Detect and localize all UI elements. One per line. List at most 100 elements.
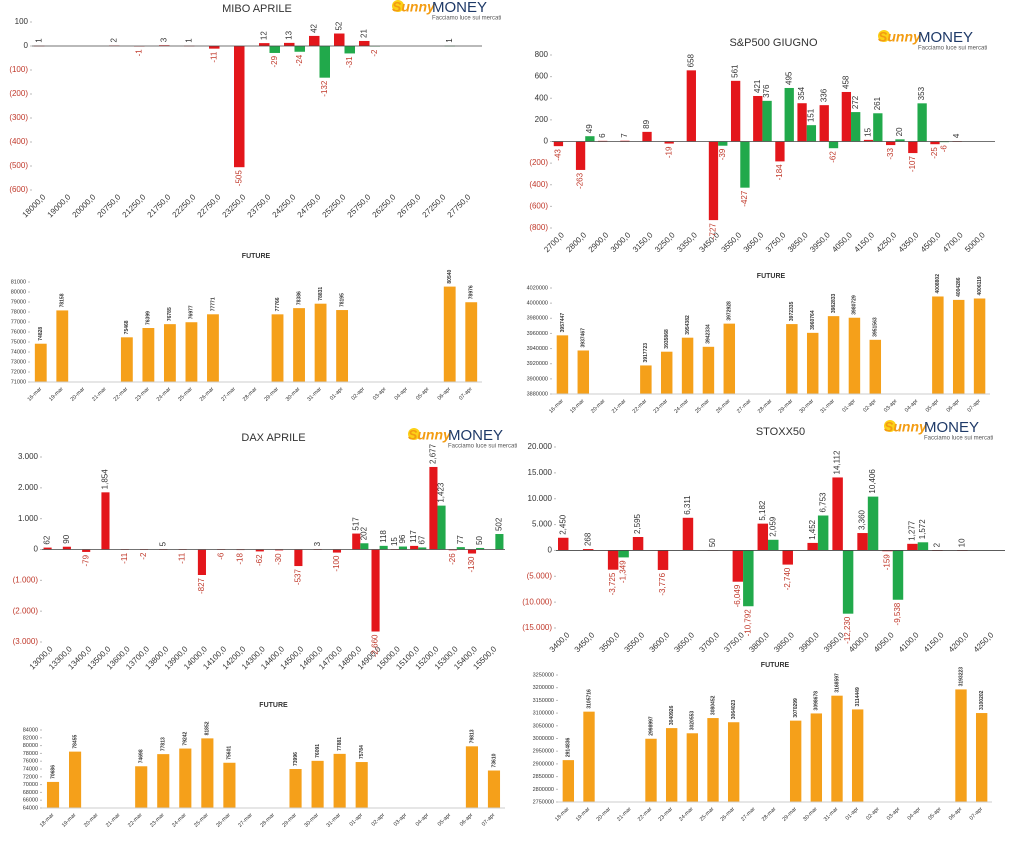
x-tick-label: 02-apr [351, 386, 367, 402]
y-tick-label: 72000 [23, 774, 38, 780]
x-tick-label: 24-mar [678, 806, 695, 823]
logo-brand: Sunny [884, 419, 928, 435]
bar [495, 534, 504, 550]
x-tick-label: 27750,0 [446, 192, 473, 219]
bar [892, 550, 904, 600]
x-tick-label: 25-mar [177, 386, 194, 403]
data-label: -537 [293, 569, 302, 586]
y-tick-label: 3200000 [533, 685, 554, 691]
y-tick-label: 3880000 [527, 391, 548, 397]
bar [163, 324, 176, 382]
bar [686, 733, 699, 802]
data-label: 1,277 [908, 520, 917, 541]
x-tick-label: 25-mar [193, 812, 210, 829]
y-tick-label: 80000 [11, 289, 26, 295]
x-tick-label: 24-mar [673, 398, 690, 415]
y-tick-label: 70000 [23, 782, 38, 788]
bar [975, 713, 988, 802]
x-tick-label: 26-mar [720, 806, 737, 823]
data-label: 42 [309, 23, 318, 32]
bar [562, 760, 575, 802]
bar [686, 70, 696, 142]
data-label: 74828 [38, 327, 44, 341]
y-tick-label: 3980000 [527, 316, 548, 322]
x-tick-label: 23750,0 [246, 192, 273, 219]
bar [757, 523, 769, 551]
bar [311, 760, 324, 808]
data-label: 421 [753, 79, 762, 93]
bar [62, 546, 71, 550]
bar [657, 550, 669, 570]
bar [618, 550, 629, 558]
x-tick-label: 3150,0 [631, 230, 655, 254]
bar [553, 141, 564, 147]
y-tick-label: 75000 [11, 339, 26, 345]
data-label: 76091 [315, 744, 321, 758]
data-label: 20 [895, 127, 904, 136]
data-label: 6 [598, 133, 607, 138]
data-label: -159 [883, 554, 892, 571]
x-tick-label: 3950,0 [808, 230, 832, 254]
x-tick-label: 19000,0 [46, 192, 73, 219]
x-tick-label: 24250,0 [271, 192, 298, 219]
y-tick-label: 5.000 [532, 520, 553, 529]
bar [702, 346, 715, 394]
bar [344, 46, 355, 54]
x-tick-label: 4250,0 [972, 630, 996, 654]
x-tick-label: 19-mar [61, 812, 78, 829]
x-tick-label: 21750,0 [146, 192, 173, 219]
bar [429, 466, 438, 550]
y-tick-label: (400) [529, 180, 548, 189]
y-tick-label: (100) [9, 65, 28, 74]
bar [831, 695, 843, 802]
logo-brand: Sunny [408, 427, 452, 443]
data-label: -24 [295, 54, 304, 66]
bar [352, 533, 361, 550]
data-label: -3,725 [608, 572, 617, 595]
x-tick-label: 3850,0 [786, 230, 810, 254]
bar [465, 302, 478, 382]
data-label: 77766 [275, 297, 281, 311]
y-tick-label: (200) [529, 158, 548, 167]
x-tick-label: 04-apr [394, 386, 410, 402]
bar [873, 113, 883, 142]
x-tick-label: 03-apr [393, 812, 409, 828]
data-label: 10,406 [868, 469, 877, 494]
data-label: -62 [829, 151, 838, 163]
y-tick-label: 0 [548, 546, 553, 555]
data-label: 2 [109, 38, 118, 43]
y-tick-label: 3920000 [527, 361, 548, 367]
x-tick-label: 06-apr [948, 806, 964, 822]
y-tick-label: 78000 [23, 751, 38, 757]
x-tick-label: 3900,0 [797, 630, 821, 654]
x-tick-label: 29-mar [281, 812, 298, 829]
bar [456, 547, 465, 550]
bar [234, 46, 245, 168]
bar [952, 299, 965, 394]
bar [448, 549, 457, 551]
y-tick-label: 74000 [11, 349, 26, 355]
y-tick-label: 81000 [11, 279, 26, 285]
data-label: 1,854 [101, 469, 110, 490]
x-tick-label: 23250,0 [221, 192, 248, 219]
data-label: 1 [34, 38, 43, 43]
data-label: 3070299 [793, 698, 799, 718]
bar [294, 549, 303, 567]
data-label: 76977 [189, 305, 195, 319]
bar [718, 141, 728, 146]
data-label: -1,349 [619, 560, 628, 583]
bar [583, 711, 595, 802]
data-label: 353 [917, 86, 926, 100]
x-tick-label: 4500,0 [919, 230, 943, 254]
x-tick-label: 20-mar [590, 398, 607, 415]
bar [467, 549, 477, 554]
x-tick-label: 30-mar [799, 398, 816, 415]
x-tick-label: 27-mar [736, 398, 753, 415]
data-label: 80540 [447, 269, 453, 283]
bar [682, 517, 694, 551]
y-tick-label: 0 [544, 137, 549, 146]
y-tick-label: (1.000) [13, 575, 39, 584]
bar [727, 722, 740, 802]
bar [371, 549, 380, 632]
bar [334, 33, 345, 46]
